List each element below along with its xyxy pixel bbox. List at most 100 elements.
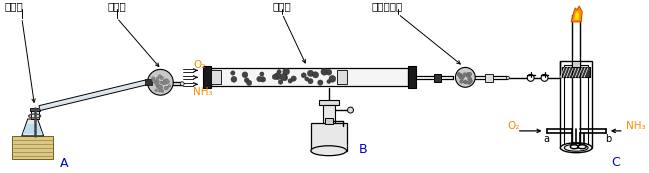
Ellipse shape [572, 143, 580, 148]
Circle shape [162, 81, 167, 85]
Circle shape [156, 77, 159, 80]
Circle shape [160, 81, 162, 84]
Text: 碳酸盐: 碳酸盐 [5, 1, 24, 11]
Circle shape [158, 90, 161, 92]
Bar [319, 100, 339, 105]
Circle shape [242, 72, 248, 78]
Circle shape [156, 80, 160, 84]
Circle shape [347, 107, 354, 113]
Circle shape [162, 81, 165, 84]
Circle shape [260, 72, 264, 76]
Circle shape [283, 68, 289, 75]
Circle shape [257, 76, 262, 82]
Bar [12, 136, 53, 159]
Circle shape [165, 79, 167, 81]
Circle shape [156, 84, 162, 89]
Circle shape [506, 76, 509, 79]
Bar [323, 105, 335, 123]
Ellipse shape [560, 143, 592, 153]
Circle shape [312, 72, 319, 78]
Circle shape [274, 73, 281, 80]
Circle shape [288, 79, 292, 83]
Circle shape [463, 80, 467, 84]
Circle shape [154, 89, 158, 92]
Polygon shape [22, 119, 43, 136]
Bar [572, 61, 580, 67]
Circle shape [164, 79, 167, 83]
Text: 无水氯化钓: 无水氯化钓 [371, 1, 402, 11]
Circle shape [272, 74, 277, 79]
Circle shape [180, 82, 184, 86]
Bar [434, 74, 441, 82]
Circle shape [461, 78, 464, 80]
Bar [311, 123, 347, 151]
Circle shape [308, 79, 313, 84]
Circle shape [160, 89, 163, 92]
Circle shape [155, 83, 158, 86]
Bar [203, 66, 211, 88]
Bar [324, 118, 333, 124]
Circle shape [244, 78, 249, 83]
Bar [31, 110, 38, 119]
Circle shape [459, 80, 463, 83]
Circle shape [466, 72, 471, 76]
Circle shape [326, 69, 332, 75]
Circle shape [468, 80, 471, 83]
Text: NH₃: NH₃ [626, 121, 645, 131]
Bar [408, 66, 416, 88]
Bar [485, 74, 493, 82]
Polygon shape [574, 11, 579, 20]
Circle shape [152, 79, 156, 82]
Circle shape [527, 74, 534, 81]
Circle shape [469, 72, 472, 76]
Ellipse shape [311, 146, 347, 156]
Circle shape [164, 81, 167, 83]
Circle shape [466, 74, 469, 77]
Circle shape [164, 86, 167, 90]
Circle shape [458, 72, 461, 76]
Text: O₂: O₂ [507, 121, 519, 131]
Circle shape [158, 75, 162, 78]
Circle shape [282, 75, 288, 81]
Ellipse shape [578, 145, 586, 149]
Bar [211, 70, 221, 84]
Circle shape [467, 74, 471, 77]
Circle shape [231, 76, 237, 82]
Circle shape [161, 90, 164, 93]
Text: O₂: O₂ [193, 61, 206, 70]
Circle shape [329, 75, 336, 82]
Circle shape [318, 80, 323, 85]
Circle shape [283, 74, 287, 78]
Circle shape [165, 79, 169, 84]
Text: B: B [358, 143, 367, 156]
Bar [337, 70, 347, 84]
Circle shape [456, 67, 475, 87]
Circle shape [159, 85, 163, 89]
Circle shape [463, 73, 467, 77]
Circle shape [165, 86, 169, 89]
Polygon shape [571, 6, 582, 22]
Text: a: a [543, 134, 550, 144]
Circle shape [151, 77, 155, 80]
Circle shape [230, 71, 235, 75]
Polygon shape [39, 80, 147, 111]
Circle shape [459, 73, 462, 76]
Bar [30, 108, 40, 111]
Ellipse shape [565, 144, 588, 151]
Circle shape [321, 68, 328, 75]
Circle shape [147, 69, 173, 95]
Polygon shape [23, 124, 43, 134]
Circle shape [278, 80, 283, 84]
Circle shape [458, 73, 461, 76]
Circle shape [280, 74, 287, 80]
Bar [562, 67, 590, 77]
Ellipse shape [570, 145, 578, 149]
Circle shape [467, 77, 472, 81]
Bar [565, 65, 588, 145]
Circle shape [308, 70, 313, 76]
Circle shape [247, 80, 252, 85]
Text: b: b [605, 134, 611, 144]
Circle shape [305, 77, 309, 81]
Circle shape [158, 85, 162, 88]
Circle shape [469, 79, 472, 83]
